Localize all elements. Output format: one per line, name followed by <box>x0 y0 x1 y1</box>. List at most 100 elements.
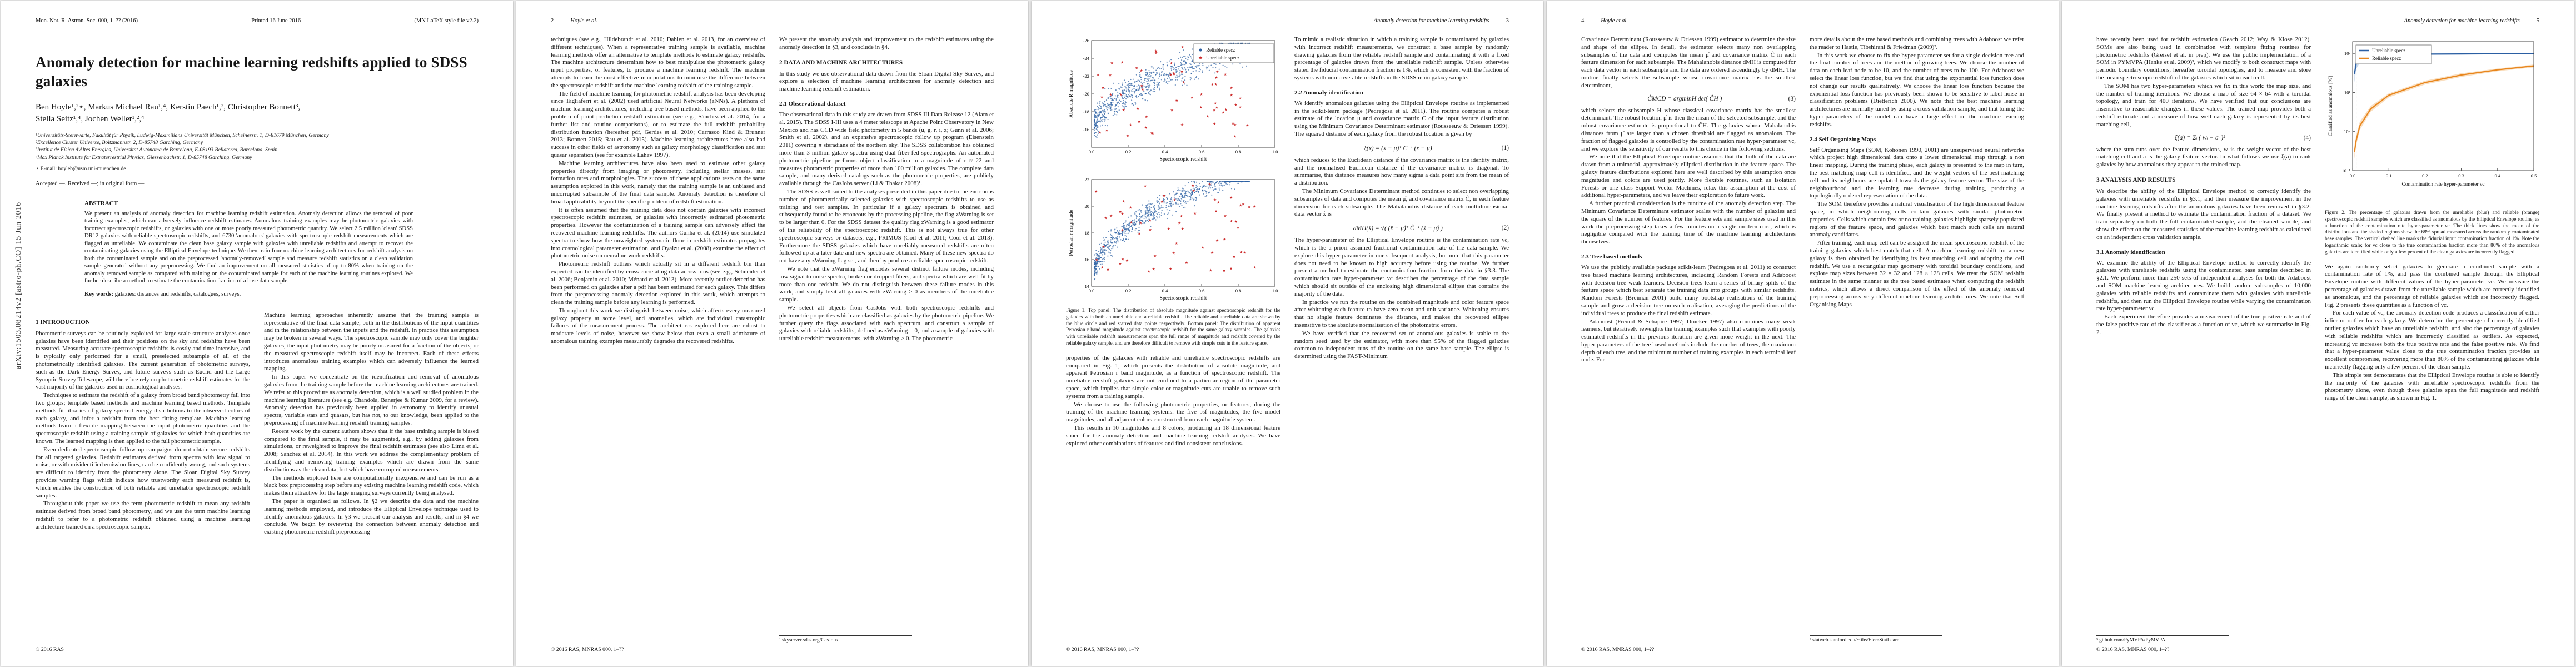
body-paragraph: which selects the subsample H whose clas… <box>1581 107 1796 152</box>
body-paragraph: The paper is organised as follows. In §2… <box>264 497 479 536</box>
svg-text:0.0: 0.0 <box>2350 173 2356 178</box>
body-paragraph: We select all objects from CasJobs with … <box>779 304 994 342</box>
svg-text:★: ★ <box>1147 269 1150 273</box>
svg-text:0.2: 0.2 <box>2422 173 2428 178</box>
page-column: 1 INTRODUCTION Photometric surveys can be… <box>36 312 250 643</box>
svg-text:0.6: 0.6 <box>1199 149 1205 155</box>
svg-text:★: ★ <box>1140 84 1143 88</box>
svg-text:★: ★ <box>1169 73 1172 77</box>
abstract-text: We present an analysis of anomaly detect… <box>84 210 413 285</box>
svg-text:Classified as anomalous [%]: Classified as anomalous [%] <box>2328 76 2334 136</box>
printed-date: Printed 16 June 2016 <box>251 18 301 24</box>
svg-text:★: ★ <box>1222 111 1225 115</box>
svg-text:★: ★ <box>1150 131 1153 136</box>
svg-text:0.6: 0.6 <box>1199 288 1205 293</box>
svg-text:22: 22 <box>1085 177 1090 182</box>
svg-text:★: ★ <box>1144 126 1148 130</box>
body-paragraph: Adaboost (Freund & Schapire 1997; Drucke… <box>1581 318 1796 364</box>
svg-text:★: ★ <box>1119 93 1122 97</box>
equation: ξ(a) = Σᵢ ( wᵢ − aᵢ )² (4) <box>2096 135 2311 141</box>
body-paragraph: For each value of νc, the anomaly detect… <box>2325 310 2539 370</box>
page-1: arXiv:1503.08214v2 [astro-ph.CO] 15 Jun … <box>1 1 513 666</box>
svg-text:★: ★ <box>1192 189 1195 193</box>
svg-text:★: ★ <box>1236 225 1239 230</box>
subsection-heading: 2.3 Tree based methods <box>1581 253 1642 260</box>
svg-text:★: ★ <box>1129 123 1132 127</box>
body-paragraph: To mimic a realistic situation in which … <box>1294 36 1509 81</box>
body-paragraph: We identify anomalous galaxies using the… <box>1294 99 1509 137</box>
author-list: Ben Hoyle¹,²⋆, Markus Michael Rau¹,⁴, Ke… <box>36 102 479 125</box>
page-footer: © 2016 RAS, MNRAS 000, 1–?? <box>1066 646 1139 653</box>
figure-1: ★ ★ ★ ★ ★ ★ ★ ★ ★ ★ ★ ★ ★ ★ ★ ★ ★ ★ ★ ★ ★ ★ ★ ★ ★ ★ ★ ★ ★ ★ ★ ★ ★ ★ ★ ★ ★ ★ ★ ★… <box>1066 36 1280 305</box>
svg-text:Absolute R magnitude: Absolute R magnitude <box>1069 70 1074 118</box>
page-column: more details about the tree based method… <box>1810 36 2024 643</box>
equation-number: (4) <box>2303 134 2311 141</box>
body-paragraph: Photometric redshift outliers which actu… <box>551 261 765 306</box>
svg-text:★: ★ <box>1125 258 1129 263</box>
body-paragraph: In this paper we concentrate on the iden… <box>264 374 479 426</box>
svg-text:0.8: 0.8 <box>1235 288 1242 293</box>
svg-text:★: ★ <box>1169 61 1173 66</box>
svg-text:★: ★ <box>1215 238 1219 243</box>
svg-text:★: ★ <box>1245 123 1249 128</box>
svg-text:★: ★ <box>1109 92 1112 97</box>
svg-text:★: ★ <box>1233 134 1237 138</box>
page-footer: © 2016 RAS, MNRAS 000, 1–?? <box>2096 646 2170 653</box>
svg-text:★: ★ <box>1104 216 1108 221</box>
svg-text:★: ★ <box>1182 81 1185 85</box>
svg-text:★: ★ <box>1160 200 1164 204</box>
two-column-body: ★ ★ ★ ★ ★ ★ ★ ★ ★ ★ ★ ★ ★ ★ ★ ★ ★ ★ ★ ★ ★ ★ ★ ★ ★ ★ ★ ★ ★ ★ ★ ★ ★ ★ ★ ★ ★ ★ ★ ★… <box>1066 36 1509 643</box>
svg-text:-24: -24 <box>1083 56 1090 61</box>
body-paragraph: The Minimum Covariance Determinant metho… <box>1294 187 1509 218</box>
svg-text:20: 20 <box>1085 203 1090 209</box>
svg-text:★: ★ <box>1141 87 1144 92</box>
svg-text:★: ★ <box>1135 66 1138 71</box>
body-paragraph: We present the anomaly analysis and impr… <box>779 36 994 51</box>
svg-text:★: ★ <box>1138 120 1141 124</box>
svg-text:★: ★ <box>1229 196 1233 200</box>
svg-text:★: ★ <box>1213 122 1216 126</box>
svg-text:★: ★ <box>1215 106 1218 110</box>
body-paragraph: properties of the galaxies with reliable… <box>1066 354 1280 400</box>
svg-text:Reliable specz: Reliable specz <box>1206 47 1235 53</box>
svg-text:★: ★ <box>1175 98 1178 103</box>
equation: ξ(x) = (x − μ)ᵀ C⁻¹ (x − μ) (1) <box>1294 144 1509 152</box>
body-paragraph: Covariance Determinant (Rousseeuw & Drie… <box>1581 36 1796 89</box>
page-number: 5 <box>2536 18 2539 24</box>
equation: ĈMCD = argminH det( ĈH ) (3) <box>1581 96 1796 102</box>
svg-text:★: ★ <box>1213 198 1217 202</box>
affiliations: ¹Universitäts-Sternwarte, Fakultät für P… <box>36 132 479 161</box>
body-paragraph: Each experiment therefore provides a mea… <box>2096 313 2311 336</box>
figure-2: 0.0 0.1 0.2 0.3 0.4 0.5 10⁻¹ 10⁰ 10¹ 10² Contamina… <box>2325 36 2539 207</box>
keywords-label: Key words: <box>84 291 114 297</box>
body-paragraph: This results in 10 magnitudes and 8 colo… <box>1066 424 1280 447</box>
svg-text:★: ★ <box>1154 51 1158 55</box>
keywords-text: galaxies: distances and redshifts, catal… <box>114 291 241 297</box>
svg-text:★: ★ <box>1148 228 1152 232</box>
svg-text:★: ★ <box>1096 73 1099 77</box>
running-authors: Hoyle et al. <box>570 18 597 24</box>
body-paragraph: techniques (see e.g., Hildebrandt et al.… <box>551 36 765 89</box>
email-note: ⋆ E-mail: hoyleb@usm.uni-muenchen.de <box>36 165 126 172</box>
svg-text:0.4: 0.4 <box>2494 173 2500 178</box>
body-paragraph: After training, each map cell can be ass… <box>1810 240 2024 308</box>
svg-text:★: ★ <box>1239 250 1243 255</box>
body-paragraph: We use the publicly available package sc… <box>1581 263 1796 317</box>
svg-text:★: ★ <box>1217 201 1220 205</box>
svg-text:★: ★ <box>1153 254 1157 258</box>
svg-text:Spectroscopic redshift: Spectroscopic redshift <box>1160 295 1207 301</box>
svg-text:Petrosian r magnitude: Petrosian r magnitude <box>1069 210 1074 256</box>
running-title: Anomaly detection for machine learning r… <box>1373 18 1489 24</box>
subsection-heading: 3.1 Anomaly identification <box>2096 248 2165 256</box>
svg-text:★: ★ <box>1139 221 1142 226</box>
svg-text:★: ★ <box>1102 86 1105 90</box>
svg-text:0.2: 0.2 <box>1125 288 1132 293</box>
subsection-heading: 2.2 Anomaly identification <box>1294 89 1363 96</box>
svg-text:★: ★ <box>1100 95 1103 99</box>
svg-text:★: ★ <box>1229 93 1233 98</box>
body-paragraph: In this work we choose to fix the hyper-… <box>1810 52 2024 128</box>
page-column: Covariance Determinant (Rousseeuw & Drie… <box>1581 36 1796 643</box>
svg-text:★: ★ <box>1239 203 1242 207</box>
body-paragraph: Throughout this work we distinguish betw… <box>551 307 765 345</box>
